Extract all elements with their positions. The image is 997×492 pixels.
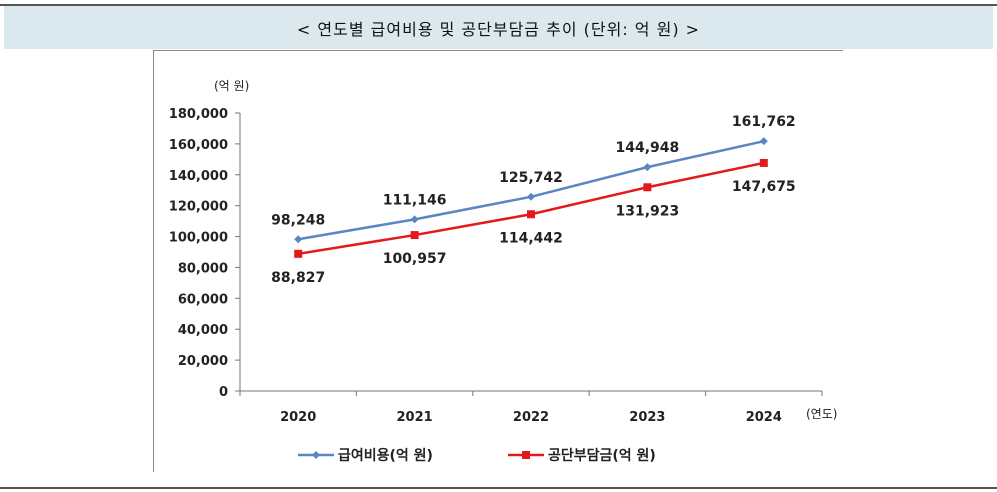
data-label-1: 88,827 [271, 270, 325, 286]
data-label-1: 100,957 [383, 251, 447, 267]
series-marker-1 [527, 210, 535, 219]
y-tick-label: 120,000 [169, 200, 228, 215]
legend-label-0: 급여비용(억 원) [338, 447, 433, 464]
data-label-0: 111,146 [383, 192, 447, 208]
data-label-0: 144,948 [616, 140, 680, 156]
x-tick-label: 2023 [629, 410, 665, 425]
x-tick-label: 2021 [397, 410, 433, 425]
series-marker-1 [410, 231, 419, 240]
series-marker-1 [294, 249, 303, 258]
y-axis-label: (억 원) [214, 79, 249, 93]
top-rule [0, 4, 997, 6]
series-marker-0 [643, 163, 652, 172]
y-tick-label: 180,000 [169, 107, 228, 122]
x-axis-label: (연도) [806, 407, 837, 421]
series-line-0 [297, 139, 765, 241]
series-marker-0 [527, 192, 535, 201]
data-label-1: 147,675 [732, 179, 796, 195]
data-label-0: 161,762 [732, 114, 796, 130]
y-tick-label: 40,000 [178, 323, 228, 338]
series-marker-0 [759, 137, 768, 146]
series-marker-0 [294, 235, 303, 244]
y-tick-label: 100,000 [169, 231, 228, 246]
x-tick-label: 2024 [746, 410, 782, 425]
data-label-0: 125,742 [499, 170, 563, 186]
legend-marker-1 [522, 451, 530, 459]
y-tick-label: 140,000 [169, 169, 228, 184]
x-tick-label: 2020 [280, 410, 316, 425]
data-label-1: 114,442 [499, 230, 563, 246]
chart-frame [153, 50, 843, 472]
x-tick-label: 2022 [513, 410, 549, 425]
series-marker-1 [643, 183, 652, 192]
y-tick-label: 0 [219, 385, 228, 400]
series-marker-1 [759, 158, 768, 167]
y-tick-label: 80,000 [178, 261, 228, 276]
legend-marker-0 [312, 451, 320, 459]
series-marker-0 [410, 215, 419, 224]
y-tick-label: 160,000 [169, 138, 228, 153]
legend-label-1: 공단부담금(억 원) [548, 447, 656, 464]
chart-caption: < 연도별 급여비용 및 공단부담금 추이 (단위: 억 원) > [4, 6, 993, 49]
y-tick-label: 60,000 [178, 292, 228, 307]
data-label-0: 98,248 [271, 212, 325, 228]
bottom-rule [0, 487, 997, 489]
data-label-1: 131,923 [616, 203, 680, 219]
y-tick-label: 20,000 [178, 354, 228, 369]
